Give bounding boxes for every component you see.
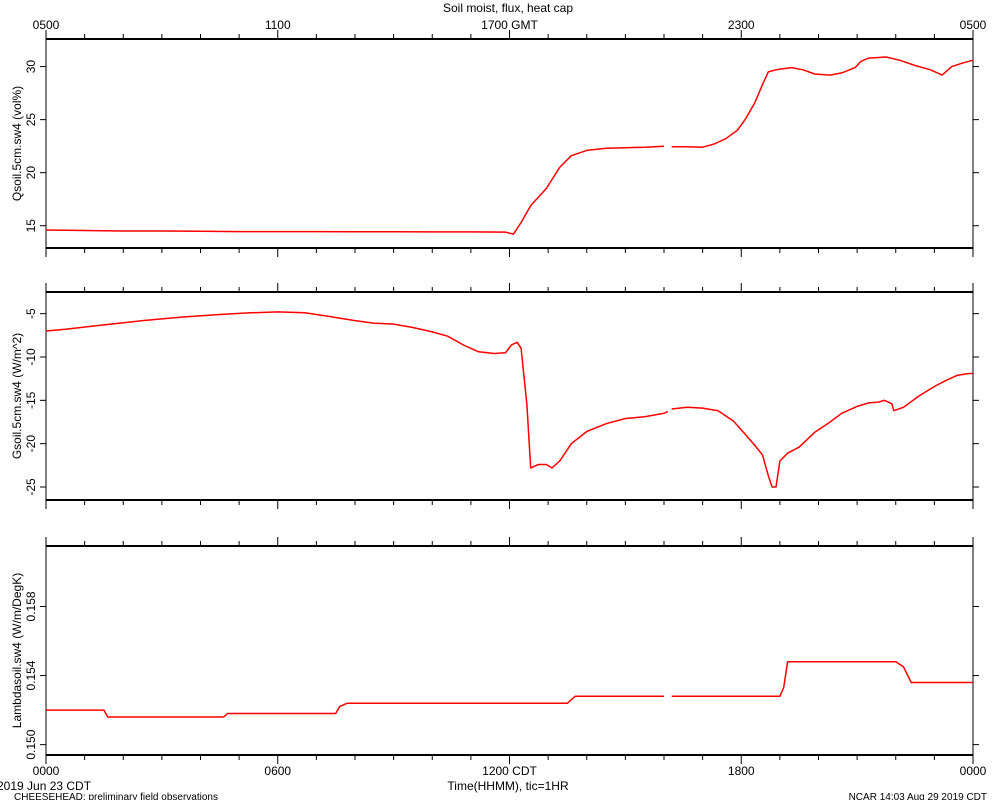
y-tick-label: -25 (24, 478, 38, 496)
x-axis-label: Time(HHMM), tic=1HR (447, 779, 569, 793)
top-tick-label: 2300 (728, 18, 755, 32)
y-tick-label: 25 (24, 113, 38, 127)
series-line (46, 695, 664, 718)
top-tick-label: 0500 (33, 18, 60, 32)
chart-title: Soil moist, flux, heat cap (443, 1, 573, 15)
y-tick-label: 30 (24, 60, 38, 74)
y-tick-label: 0.150 (24, 729, 38, 759)
y-tick-label: 20 (24, 166, 38, 180)
series-line (45, 311, 669, 469)
series-line (671, 660, 973, 698)
bottom-tick-label: 0000 (33, 764, 60, 778)
plot-frame (45, 291, 974, 501)
bottom-tick-label: 1200 CDT (482, 764, 537, 778)
y-axis-label: Lambdasoil.sw4 (W/m/DegK) (10, 573, 24, 728)
bottom-axis-labels: 0000 0600 1200 CDT 1800 0000 (33, 764, 987, 778)
top-tick-label: 1100 (265, 18, 291, 32)
y-tick-label: 15 (24, 219, 38, 233)
series-line (671, 372, 973, 488)
panel-soil-heat-flux: -25 -20 -15 -10 -5 Gsoil.5cm.sw4 (W/m^2) (10, 283, 979, 509)
y-tick-label: -20 (24, 435, 38, 453)
bottom-tick-label: 1800 (728, 764, 755, 778)
y-tick-label: 0.158 (24, 591, 38, 621)
top-axis-labels: 0500 1100 1700 GMT 2300 0500 (33, 18, 987, 32)
y-tick-label: -10 (24, 348, 38, 366)
top-tick-label: 0500 (960, 18, 987, 32)
series-line (671, 56, 974, 148)
top-tick-label: 1700 GMT (481, 18, 538, 32)
y-tick-label: -5 (24, 308, 38, 319)
plot-frame (45, 38, 974, 249)
footer-left: CHEESEHEAD: preliminary field observatio… (14, 792, 218, 800)
date-label: 2019 Jun 23 CDT (0, 779, 92, 793)
y-tick-label: 0.154 (24, 660, 38, 690)
plot-frame (45, 545, 974, 756)
bottom-tick-label: 0000 (960, 764, 987, 778)
bottom-tick-label: 0600 (264, 764, 291, 778)
series-line (45, 145, 665, 235)
y-tick-label: -15 (24, 391, 38, 409)
footer-right: NCAR 14:03 Aug 29 2019 CDT (849, 792, 987, 800)
y-axis-label: Qsoil.5cm.sw4 (vol%) (10, 86, 24, 201)
y-axis-label: Gsoil.5cm.sw4 (W/m^2) (10, 333, 24, 459)
